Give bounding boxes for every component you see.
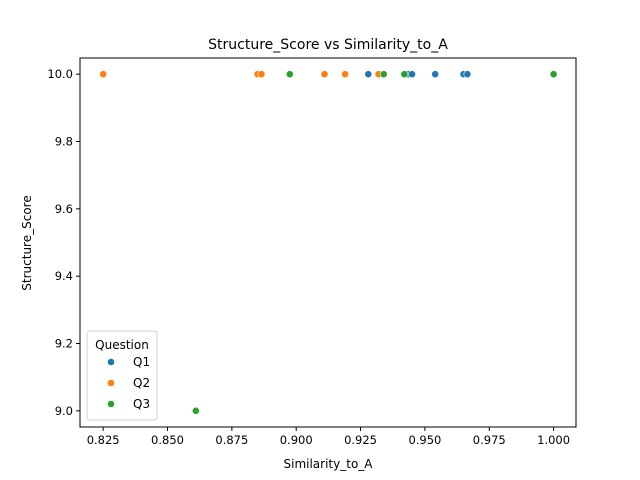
data-point-q1: [431, 70, 440, 79]
data-point-q3: [191, 406, 200, 415]
y-tick-label: 10.0: [47, 67, 73, 81]
chart-title: Structure_Score vs Similarity_to_A: [208, 37, 448, 53]
x-tick-label: 0.975: [473, 433, 506, 447]
data-points: [99, 70, 558, 415]
data-point-q2: [320, 70, 329, 79]
legend-label: Q1: [133, 355, 150, 369]
x-tick-label: 0.825: [87, 433, 120, 447]
data-point-q2: [99, 70, 108, 79]
data-point-q3: [549, 70, 558, 79]
x-tick-label: 0.875: [215, 433, 248, 447]
data-point-q3: [400, 70, 409, 79]
y-tick-label: 9.6: [55, 202, 73, 216]
data-point-q1: [463, 70, 472, 79]
data-point-q2: [257, 70, 266, 79]
x-tick-label: 0.950: [408, 433, 441, 447]
data-point-q1: [364, 70, 373, 79]
y-tick-label: 9.4: [55, 269, 73, 283]
x-axis-label: Similarity_to_A: [284, 457, 374, 471]
x-tick-label: 0.850: [151, 433, 184, 447]
plot-area: [79, 57, 577, 428]
legend-marker: [107, 379, 115, 387]
data-point-q3: [379, 70, 388, 79]
data-point-q2: [341, 70, 350, 79]
x-tick-label: 0.925: [344, 433, 377, 447]
legend-label: Q3: [133, 397, 150, 411]
legend-label: Q2: [133, 376, 150, 390]
legend-marker: [107, 358, 115, 366]
data-point-q3: [285, 70, 294, 79]
x-axis: 0.825 0.850 0.875 0.900 0.925 0.950 0.975 1.000: [87, 427, 570, 447]
y-tick-label: 9.8: [55, 134, 73, 148]
legend-marker: [107, 400, 115, 408]
y-tick-label: 9.0: [55, 404, 73, 418]
x-tick-label: 0.900: [280, 433, 313, 447]
legend: Question Q1 Q2 Q3: [86, 330, 158, 421]
y-axis-label: Structure_Score: [20, 195, 34, 290]
data-point-q1: [408, 70, 416, 79]
x-tick-label: 1.000: [537, 433, 570, 447]
y-axis: 9.0 9.2 9.4 9.6 9.8 10.0: [47, 67, 80, 418]
legend-title: Question: [95, 338, 149, 352]
y-tick-label: 9.2: [55, 337, 73, 351]
